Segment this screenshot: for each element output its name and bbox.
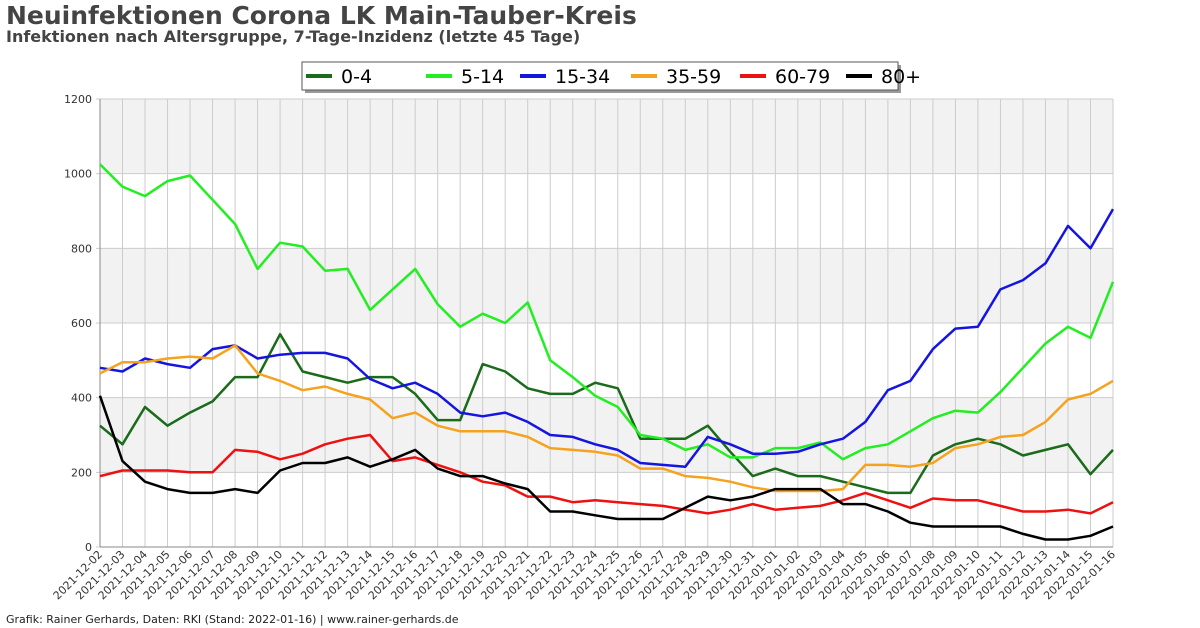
chart-title: Neuinfektionen Corona LK Main-Tauber-Kre… — [6, 1, 637, 30]
y-tick-label: 600 — [71, 317, 92, 330]
series-line-5-14 — [99, 163, 1115, 461]
y-tick-label: 1000 — [64, 168, 92, 181]
legend-box — [301, 61, 899, 91]
legend: 0-4 5-14 15-34 35-59 60-79 80+ — [301, 61, 921, 93]
legend-label-0-4: 0-4 — [341, 66, 372, 88]
legend-label-80+: 80+ — [881, 66, 921, 88]
series-lines — [98, 163, 1115, 541]
y-tick-labels: 0 200 400 600 800 1000 1200 — [64, 93, 92, 554]
y-tick-label: 800 — [71, 242, 92, 255]
plot-band — [100, 397, 1113, 473]
x-tick-labels: 2021-12-022021-12-032021-12-042021-12-05… — [51, 548, 1118, 602]
plot-band — [100, 99, 1113, 174]
y-tick-label: 1200 — [64, 93, 92, 106]
plot-band — [100, 248, 1113, 323]
series-line-35-59 — [99, 344, 1114, 493]
chart-subtitle: Infektionen nach Altersgruppe, 7-Tage-In… — [6, 27, 581, 46]
y-tick-label: 0 — [85, 541, 92, 554]
legend-label-35-59: 35-59 — [666, 66, 721, 88]
legend-label-60-79: 60-79 — [775, 66, 830, 88]
legend-label-15-34: 15-34 — [555, 66, 610, 88]
footer-credit: Grafik: Rainer Gerhards, Daten: RKI (Sta… — [6, 613, 459, 626]
y-tick-label: 200 — [71, 466, 92, 479]
series-line-80+ — [98, 395, 1114, 541]
plot-bands — [100, 99, 1113, 473]
series-line-60-79 — [99, 433, 1114, 515]
y-tick-label: 400 — [71, 392, 92, 405]
axes — [99, 99, 1113, 548]
series-line-15-34 — [99, 208, 1115, 468]
legend-label-5-14: 5-14 — [461, 66, 504, 88]
